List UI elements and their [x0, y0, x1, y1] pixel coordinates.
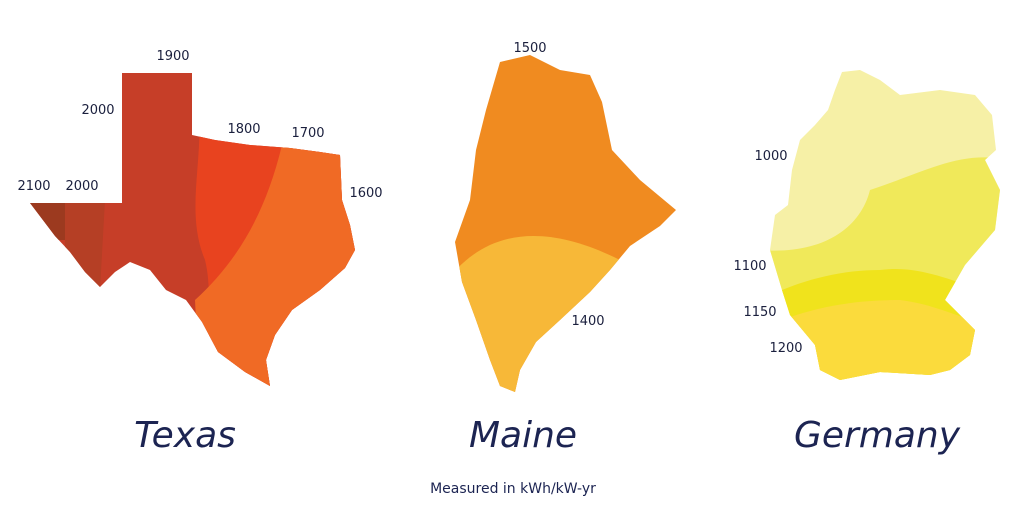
footnote: Measured in kWh/kW-yr [430, 481, 596, 497]
texas-map [30, 73, 355, 386]
contour-label: 1500 [513, 41, 546, 56]
contour-label: 1600 [349, 186, 382, 201]
contour-label: 1700 [291, 126, 324, 141]
contour-label: 1200 [769, 341, 802, 356]
map-title: Texas [134, 415, 236, 456]
contour-label: 2000 [81, 103, 114, 118]
contour-label: 1800 [227, 122, 260, 137]
maine-map [455, 55, 676, 392]
contour-label: 1100 [733, 259, 766, 274]
map-title: Maine [469, 415, 577, 456]
contour-label: 2000 [65, 179, 98, 194]
contour-label: 1000 [754, 149, 787, 164]
map-title: Germany [794, 415, 961, 456]
contour-label: 1150 [743, 305, 776, 320]
contour-label: 1900 [156, 49, 189, 64]
contour-label: 2100 [17, 179, 50, 194]
contour-label: 1400 [571, 314, 604, 329]
